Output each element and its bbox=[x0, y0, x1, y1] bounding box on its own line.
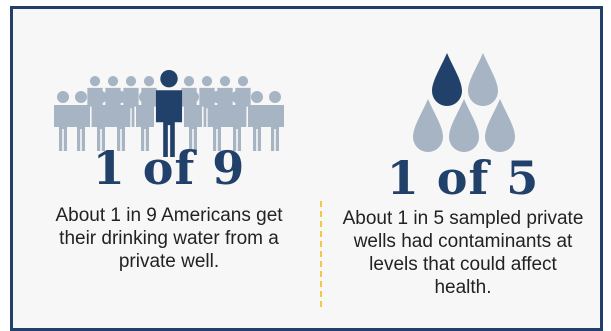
person-figure bbox=[184, 91, 202, 151]
caption-line: private well. bbox=[118, 251, 220, 272]
person-figure bbox=[266, 91, 284, 151]
person-figure bbox=[72, 91, 90, 151]
caption-line: wells had contaminants at bbox=[353, 231, 573, 252]
water-drop bbox=[485, 99, 515, 152]
panel-contaminated-wells: 1 of 5 About 1 in 5 sampled private well… bbox=[326, 9, 600, 328]
person-figure bbox=[199, 76, 215, 127]
caption-line: About 1 in 9 Americans get bbox=[55, 205, 283, 226]
caption-contaminated-wells: About 1 in 5 sampled private wells had c… bbox=[326, 207, 600, 299]
person-figure bbox=[92, 91, 110, 151]
caption-line: levels that could affect bbox=[369, 254, 557, 275]
caption-line: their drinking water from a bbox=[59, 228, 279, 249]
person-figure bbox=[54, 91, 72, 151]
infographic-frame: 1 of 9 About 1 in 9 Americans get their … bbox=[10, 6, 603, 331]
divider-line bbox=[320, 201, 322, 307]
water-drop bbox=[413, 99, 443, 152]
person-figure bbox=[112, 91, 130, 151]
people-crowd-icon bbox=[31, 57, 307, 159]
panel-private-well-users: 1 of 9 About 1 in 9 Americans get their … bbox=[31, 9, 307, 328]
water-drops-icon bbox=[326, 49, 600, 157]
caption-line: About 1 in 5 sampled private bbox=[342, 208, 584, 229]
water-drop bbox=[468, 53, 498, 106]
person-figure bbox=[123, 76, 139, 127]
caption-private-well-users: About 1 in 9 Americans get their drinkin… bbox=[31, 204, 307, 273]
person-figure bbox=[248, 91, 266, 151]
water-drop-dark bbox=[432, 53, 462, 106]
person-figure bbox=[208, 91, 226, 151]
caption-line: health. bbox=[434, 277, 492, 298]
person-figure-highlighted bbox=[155, 70, 183, 157]
stat-1-of-9: 1 of 9 bbox=[92, 141, 246, 195]
water-drop bbox=[449, 99, 479, 152]
person-figure bbox=[136, 91, 154, 151]
person-figure bbox=[228, 91, 246, 151]
stat-1-of-5: 1 of 5 bbox=[386, 151, 540, 205]
